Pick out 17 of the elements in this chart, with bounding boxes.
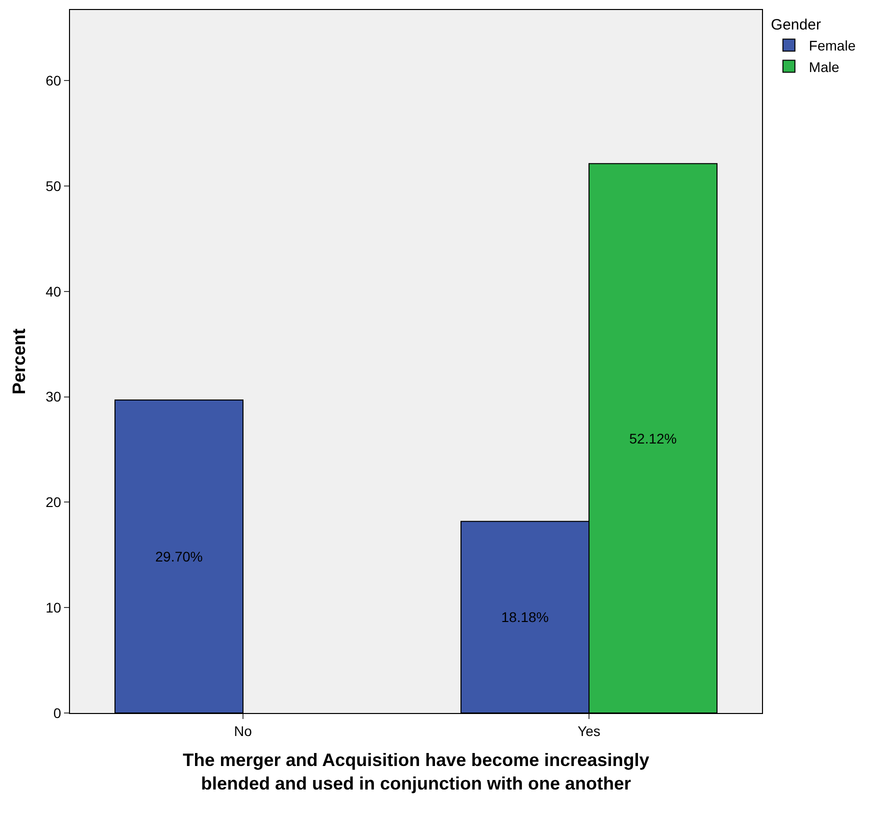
y-tick-label: 30: [46, 388, 62, 405]
legend-title: Gender: [770, 16, 821, 34]
legend-label: Female: [808, 38, 856, 54]
y-tick-label: 60: [46, 72, 62, 89]
legend-label: Male: [808, 58, 840, 75]
y-axis-title: Percent: [8, 328, 29, 395]
x-tick-label: Yes: [578, 722, 600, 739]
x-tick-label: No: [234, 722, 252, 739]
data-label: 18.18%: [501, 609, 549, 626]
y-tick-label: 0: [53, 704, 62, 721]
y-tick-label: 10: [46, 600, 62, 616]
data-label: 29.70%: [155, 548, 203, 564]
data-label: 52.12%: [629, 430, 677, 446]
y-tick-label: 50: [46, 178, 62, 194]
y-tick-label: 20: [46, 494, 62, 510]
y-tick-label: 40: [46, 283, 62, 300]
x-axis-title: The merger and Acquisition have become increasingly blended and used in conjunction with one another: [182, 750, 650, 794]
